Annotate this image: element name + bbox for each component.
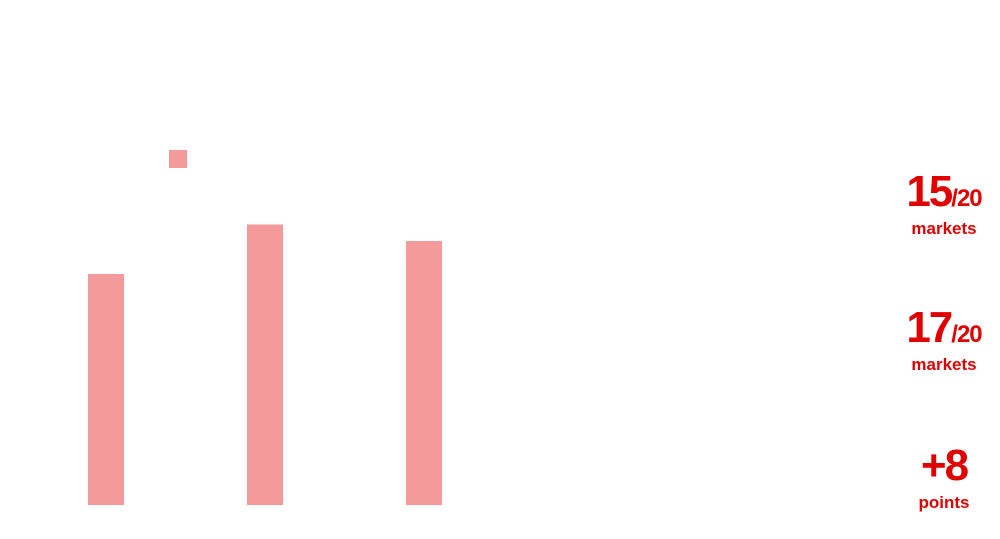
bars-group [88, 224, 442, 505]
stat-points: +8 points [888, 442, 1000, 512]
stat-value-row: 15/20 [888, 168, 1000, 226]
bar [247, 224, 283, 505]
stat-suffix: /20 [951, 185, 982, 212]
stat-value: +8 [920, 441, 969, 490]
stat-value-row: +8 [888, 442, 1000, 500]
stat-value: 15 [906, 167, 953, 216]
stat-label: markets [911, 219, 977, 238]
stats-panel: 15/20 markets 17/20 markets +8 points [888, 0, 1000, 539]
bar [406, 241, 442, 505]
stat-label: markets [911, 355, 977, 374]
bar [88, 274, 124, 505]
stat-markets-1: 15/20 markets [888, 168, 1000, 238]
stat-markets-2: 17/20 markets [888, 304, 1000, 374]
stat-value: 17 [906, 303, 953, 352]
stat-label: points [918, 493, 970, 512]
stat-suffix: /20 [951, 321, 982, 348]
stat-value-row: 17/20 [888, 304, 1000, 362]
legend-swatch [169, 150, 187, 168]
